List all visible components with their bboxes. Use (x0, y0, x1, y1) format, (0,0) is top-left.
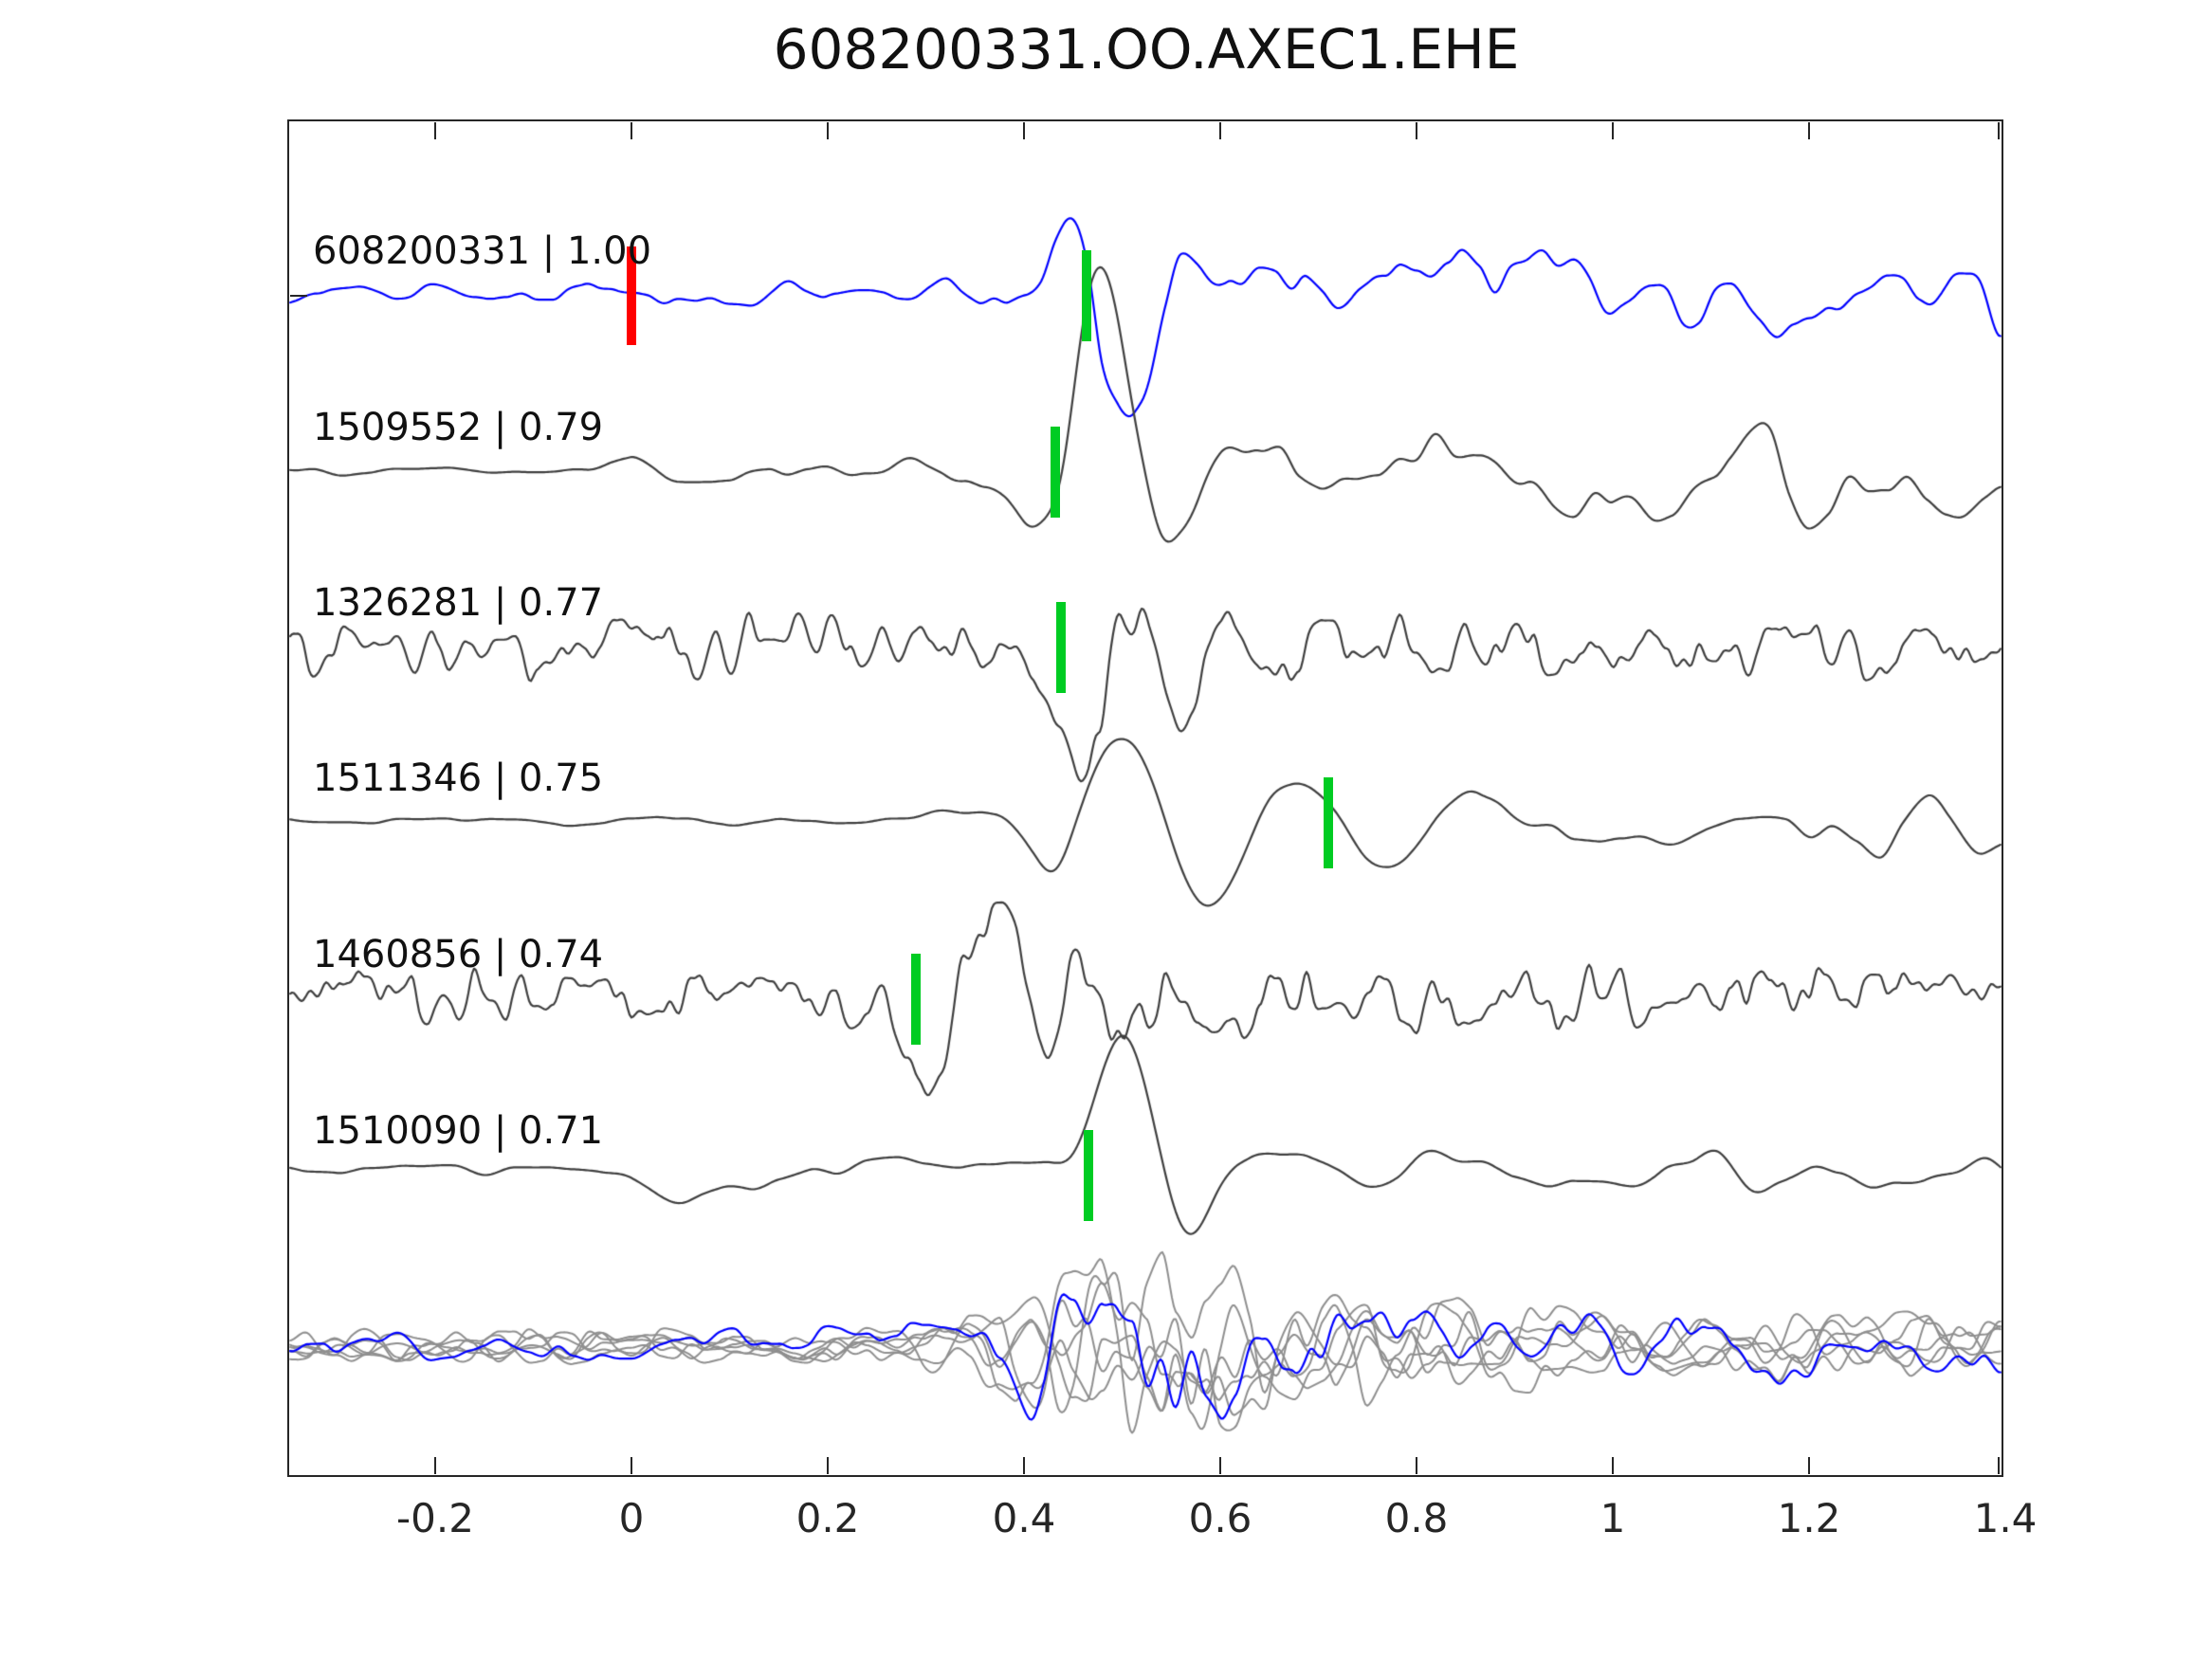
x-axis-tick-label: 0.2 (795, 1495, 860, 1541)
x-axis-tick-top (1023, 122, 1025, 139)
trace-label-608200331: 608200331 | 1.00 (313, 229, 652, 273)
x-axis-tick-top (827, 122, 829, 139)
detection-pick-marker (1084, 1130, 1094, 1221)
origin-pick-marker (627, 246, 636, 345)
x-axis-tick-top (1416, 122, 1417, 139)
x-axis-tick-bottom (1023, 1457, 1025, 1474)
x-axis-tick-top (1998, 122, 2000, 139)
x-axis-tick-bottom (631, 1457, 632, 1474)
x-axis-tick-bottom (1416, 1457, 1417, 1474)
x-axis-tick-label: 1.2 (1777, 1495, 1841, 1541)
x-axis-tick-bottom (1612, 1457, 1614, 1474)
trace-label-1509552: 1509552 | 0.79 (313, 406, 604, 449)
trace-label-1511346: 1511346 | 0.75 (313, 757, 604, 800)
y-axis-tick (290, 295, 307, 297)
trace-label-1460856: 1460856 | 0.74 (313, 933, 604, 976)
x-axis-tick-top (1219, 122, 1221, 139)
detection-pick-marker (1056, 602, 1067, 693)
x-axis-tick-label: 0.4 (992, 1495, 1056, 1541)
x-axis-tick-label: 0.8 (1384, 1495, 1449, 1541)
x-axis-tick-bottom (1219, 1457, 1221, 1474)
detection-pick-marker (1082, 250, 1092, 341)
x-axis-tick-bottom (827, 1457, 829, 1474)
x-axis-tick-label: 0 (618, 1495, 645, 1541)
x-axis-tick-bottom (1998, 1457, 2000, 1474)
x-axis-tick-top (1808, 122, 1810, 139)
x-axis-tick-top (1612, 122, 1614, 139)
x-axis-tick-label: -0.2 (396, 1495, 474, 1541)
x-axis-tick-bottom (1808, 1457, 1810, 1474)
detection-pick-marker (1051, 427, 1061, 518)
x-axis-tick-label: 0.6 (1188, 1495, 1252, 1541)
trace-label-1510090: 1510090 | 0.71 (313, 1109, 604, 1153)
x-axis-tick-top (434, 122, 436, 139)
x-axis-tick-bottom (434, 1457, 436, 1474)
x-axis-tick-label: 1 (1600, 1495, 1626, 1541)
detection-pick-marker (911, 954, 922, 1045)
detection-pick-marker (1323, 777, 1333, 868)
x-axis-tick-label: 1.4 (1973, 1495, 2038, 1541)
x-axis-tick-top (631, 122, 632, 139)
trace-label-1326281: 1326281 | 0.77 (313, 581, 604, 625)
